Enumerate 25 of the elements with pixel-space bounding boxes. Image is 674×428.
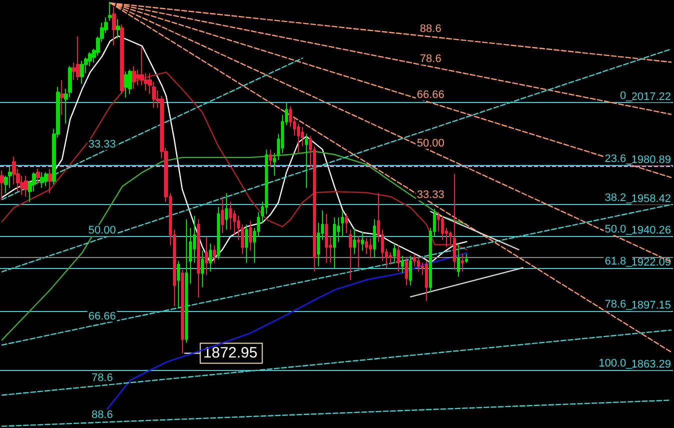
y-tick-label: 2017.22 xyxy=(631,90,671,103)
annotation: 38.2_ xyxy=(604,192,634,204)
y-tick-label: 1940.26 xyxy=(631,224,671,237)
y-tick-label: 1958.42 xyxy=(631,193,671,206)
series-label: 50.00 xyxy=(88,224,116,237)
series-label: 88.6 xyxy=(420,23,442,36)
series-label: 33.33 xyxy=(416,189,444,202)
annotation: 23.6_ xyxy=(604,152,634,165)
annotation: 78.6_ xyxy=(604,298,634,311)
series-label: 50.00 xyxy=(416,137,444,150)
annotation: 61.8_ xyxy=(604,255,634,268)
y-tick-label: 1863.29 xyxy=(631,358,671,371)
series-label: 66.66 xyxy=(416,89,444,102)
y-tick-label: 1897.15 xyxy=(631,300,671,312)
y-tick-label: 1922.09 xyxy=(631,256,671,268)
series-label: 78.6 xyxy=(420,53,442,66)
annotation: 0_ xyxy=(620,90,634,102)
annotation: 1872.95 xyxy=(203,344,258,362)
series-label: 66.66 xyxy=(88,310,116,322)
annotation: 100.0_ xyxy=(598,358,634,370)
series-label: 33.33 xyxy=(88,138,116,150)
y-tick-label: 1980.89 xyxy=(631,154,671,166)
series-label: 88.6 xyxy=(91,408,113,421)
series-label: 78.6 xyxy=(91,372,113,384)
annotation: 50.0_ xyxy=(604,224,634,236)
